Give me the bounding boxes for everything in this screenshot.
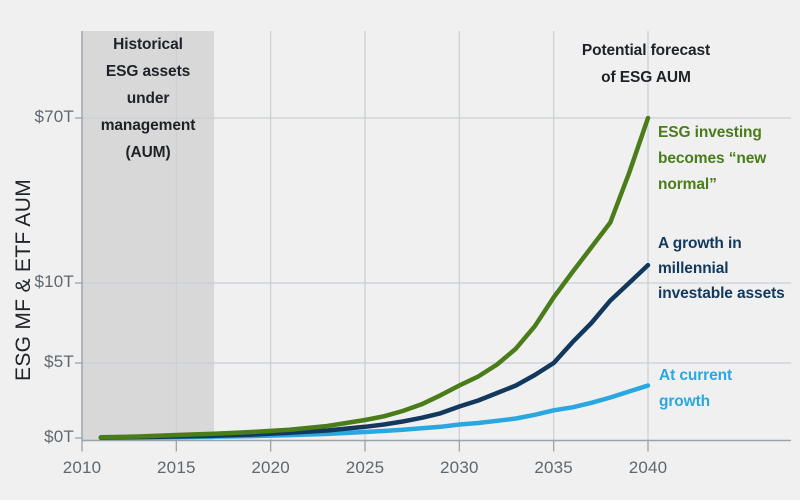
x-tick-label: 2035 [534,458,573,477]
x-tick-label: 2040 [628,458,668,477]
x-tick-label: 2030 [440,458,479,477]
series-label-esg-new-normal: ESG investing becomes “new normal” [658,124,767,193]
series-label-current-growth: At current growth [659,367,733,410]
series-label-millennial-growth: A growth in millennial investable assets [658,235,785,302]
y-tick-label: $5T [44,352,74,371]
x-tick-label: 2010 [62,458,102,477]
series-line-1 [98,262,651,440]
series-line-2 [98,115,651,440]
y-tick-label: $0T [44,427,74,446]
historical-band-label: Historical ESG assets under management (… [100,36,196,161]
historical-band [82,31,215,441]
forecast-label: Potential forecast of ESG AUM [581,42,711,86]
x-tick-label: 2025 [345,458,385,477]
y-tick-label: $10T [34,272,74,291]
x-tick-label: 2015 [157,458,196,477]
y-tick-label: $70T [34,107,74,126]
x-tick-label: 2020 [251,458,290,477]
